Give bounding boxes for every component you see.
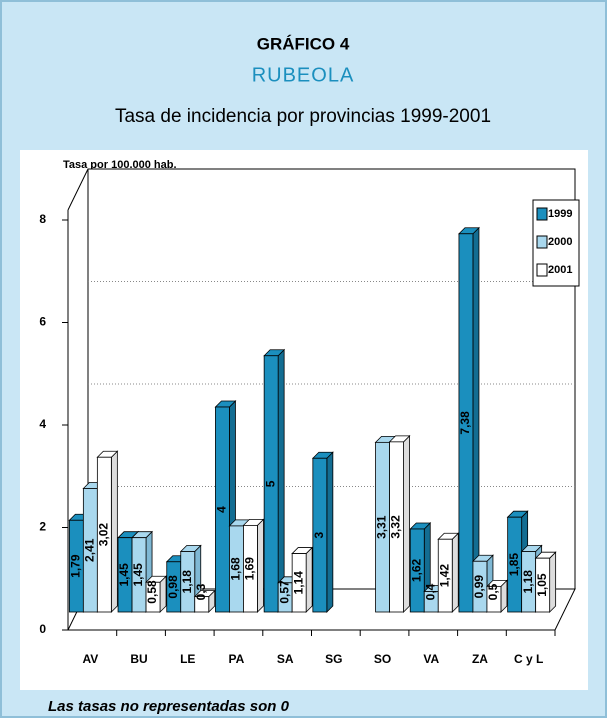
bar [311,451,334,613]
bar [96,450,119,613]
x-tick-label: PA [229,652,245,666]
value-label: 1,18 [180,570,194,594]
y-tick-label: 2 [39,520,46,534]
value-label: 5 [263,480,277,487]
value-label: 1,18 [521,570,535,594]
bar [388,434,411,613]
x-tick-label: C y L [514,652,543,666]
bar-front [194,596,210,613]
bar-side [257,518,264,613]
bar [291,546,314,613]
value-label: 1,42 [437,564,451,588]
bar-side [277,348,285,613]
value-label: 0,5 [486,583,500,600]
value-label: 0,3 [194,583,208,600]
legend-label: 2001 [548,264,572,276]
bar-front [486,585,502,613]
bar-side [305,546,313,613]
bar-front [312,457,328,613]
value-label: 1,68 [229,557,243,581]
bar [437,532,460,613]
value-label: 3 [312,531,326,538]
x-tick-label: VA [423,652,439,666]
bar-side [326,451,334,613]
y-axis-depth [67,168,89,211]
value-label: 0,98 [166,575,180,599]
bar-front [291,553,307,613]
bar [242,518,265,613]
y-tick-label: 4 [39,417,46,431]
x-tick-label: AV [82,652,98,666]
x-tick-label: SO [374,652,391,666]
value-label: 1,85 [507,553,521,577]
x-tick-label: SA [277,652,294,666]
bar [145,575,168,613]
legend-label: 2000 [548,236,572,248]
legend-swatch [536,207,548,221]
bar [193,589,216,613]
bar-front [215,406,230,613]
x-tick-label: LE [180,652,195,666]
x-tick-label: BU [130,652,147,666]
value-label: 3,02 [97,523,111,547]
y-label: Tasa por 100.000 hab. [63,159,177,171]
y-tick-label: 8 [39,212,46,226]
value-label: 7,38 [458,411,472,435]
value-label: 3,32 [389,515,403,539]
value-label: 1,45 [117,563,131,587]
value-label: 4 [215,506,229,513]
value-label: 0,99 [472,575,486,599]
value-label: 1,45 [131,563,145,587]
bar-front [180,551,196,613]
bar [457,226,480,613]
bar-front [458,233,474,613]
value-label: 1,14 [291,571,305,595]
value-label: 1,69 [243,557,257,581]
legend-swatch [536,235,548,249]
legend-label: 1999 [548,208,572,220]
value-label: 0,57 [277,580,291,604]
bar [263,348,286,613]
bar [534,551,557,613]
bar-side [451,532,459,613]
bar-front [437,538,453,613]
bar-front [263,355,279,613]
bar-side [110,450,118,613]
value-label: 2,41 [83,538,97,562]
value-label: 0,58 [145,580,159,604]
bar-front [389,441,404,613]
bar-side [403,434,410,613]
subtitle: RUBEOLA [252,64,355,86]
bar-front [96,456,112,613]
y-tick-label: 0 [39,622,46,636]
note: Las tasas no representadas son 0 [48,698,290,715]
value-label: 3,31 [375,515,389,539]
bar-front [145,581,161,613]
bar-side [472,226,480,613]
y-tick-label: 6 [39,315,46,329]
bar-front [535,557,551,613]
bar-front [409,528,425,613]
bar-front [243,524,258,613]
bar [485,579,508,613]
value-label: 1,79 [69,554,83,578]
legend-swatch [536,263,548,277]
chart-title: Tasa de incidencia por provincias 1999-2… [115,106,491,127]
x-tick-label: ZA [472,652,488,666]
title: GRÁFICO 4 [257,34,350,53]
x-tick-label: SG [325,652,342,666]
bar-front [131,537,147,613]
value-label: 0,4 [423,583,437,600]
value-label: 1,05 [535,573,549,597]
bar-side [549,551,557,613]
value-label: 1,62 [409,558,423,582]
